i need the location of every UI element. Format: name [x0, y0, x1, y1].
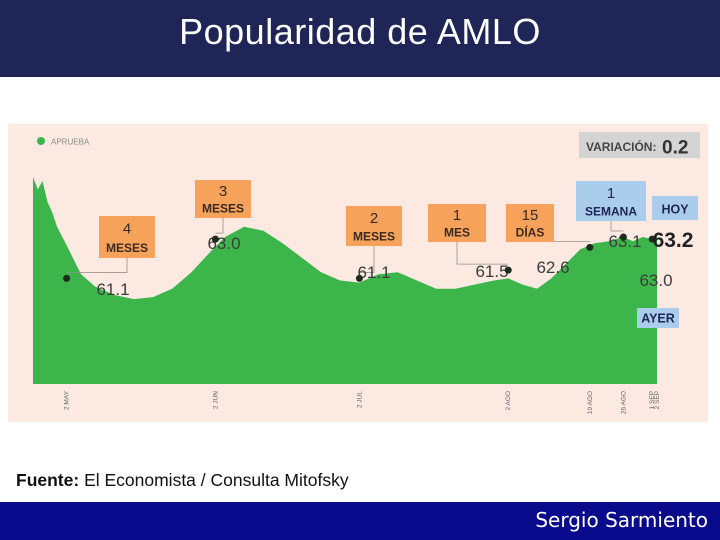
callout-box	[506, 204, 554, 242]
callout-number: 4	[123, 221, 131, 238]
x-tick-label: 2 SEP	[654, 391, 661, 409]
callout-period: MESES	[353, 229, 395, 243]
legend-swatch	[37, 137, 45, 145]
variation-box	[579, 132, 700, 158]
value-label: 61.5	[475, 262, 508, 281]
callout-period: MESES	[106, 241, 148, 255]
value-label: 63.2	[653, 229, 694, 252]
callout-period: AYER	[641, 311, 675, 325]
callout-box	[99, 216, 155, 258]
callout-box	[576, 181, 646, 221]
data-point-marker	[648, 235, 656, 243]
source-text: El Economista / Consulta Mitofsky	[79, 470, 349, 490]
callout-leader	[215, 218, 224, 234]
callout-leader	[456, 242, 509, 265]
data-point-marker	[355, 274, 363, 282]
data-point-marker	[504, 266, 512, 274]
callout-box	[637, 308, 679, 328]
callout-period: DÍAS	[516, 225, 545, 240]
callout-number: 1	[453, 207, 461, 224]
x-tick-label: 2 AGO	[505, 391, 512, 411]
callout-box	[652, 196, 698, 220]
callout-box	[428, 204, 486, 242]
callout-leader	[66, 258, 128, 273]
data-point-marker	[63, 274, 71, 282]
callout-leader	[359, 246, 375, 273]
data-point-marker	[586, 243, 594, 251]
callout-period: MESES	[202, 202, 244, 216]
value-label: 63.1	[608, 232, 641, 251]
slide-title-bar: Popularidad de AMLO	[0, 0, 720, 77]
value-label: 61.1	[96, 280, 129, 299]
callout-leader	[610, 221, 624, 232]
author-name: Sergio Sarmiento	[535, 508, 708, 532]
callout-period: MES	[444, 226, 470, 240]
footer-bar: Sergio Sarmiento	[0, 502, 720, 540]
callout-period: SEMANA	[585, 204, 637, 218]
x-tick-label: 26 AGO	[620, 391, 627, 414]
slide-title: Popularidad de AMLO	[179, 11, 541, 52]
data-point-marker	[619, 233, 627, 241]
source-label: Fuente:	[16, 470, 80, 490]
approval-area	[33, 177, 657, 384]
approval-chart: APRUEBA 2 MAY 2 JUN 2 JUL 2 AGO 19 AGO 26 AGO 1…	[8, 124, 708, 422]
x-tick-label: 1 SEP	[649, 391, 656, 409]
callout-number: 3	[219, 183, 227, 200]
callout-number: 2	[370, 210, 378, 227]
x-tick-label: 2 JUL	[356, 391, 363, 408]
callout-period: HOY	[661, 202, 689, 216]
data-point-marker	[211, 235, 219, 243]
variation-value: 0.2	[662, 138, 688, 159]
x-tick-label: 2 MAY	[64, 390, 71, 410]
x-tick-label: 19 AGO	[587, 391, 594, 414]
callout-number: 1	[607, 185, 615, 202]
variation-label: VARIACIÓN:	[586, 139, 656, 154]
callout-box	[346, 206, 402, 246]
callout-number: 15	[522, 207, 539, 224]
value-label: 62.6	[536, 258, 569, 277]
chart-svg: APRUEBA 2 MAY 2 JUN 2 JUL 2 AGO 19 AGO 26 AGO 1…	[33, 132, 700, 414]
x-tick-label: 2 JUN	[212, 391, 219, 409]
value-label: 63.0	[207, 234, 240, 253]
value-label: 61.1	[357, 263, 390, 282]
callout-box	[195, 180, 251, 218]
source-caption: Fuente: El Economista / Consulta Mitofsk…	[16, 470, 349, 491]
value-label: 63.0	[639, 271, 672, 290]
legend-label: APRUEBA	[51, 138, 90, 147]
